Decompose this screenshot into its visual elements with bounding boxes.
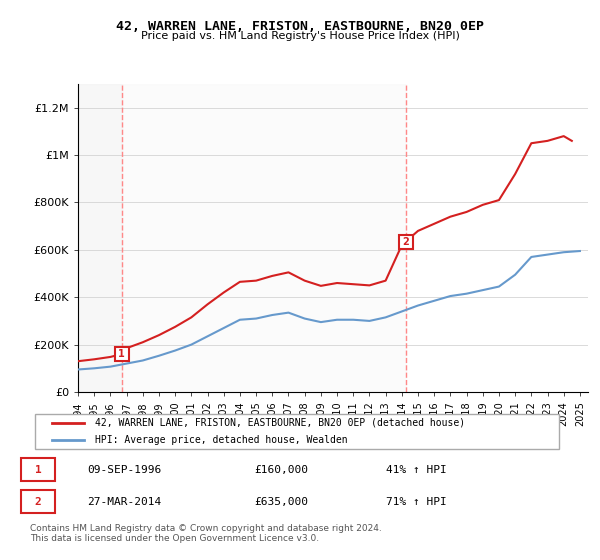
Text: 2: 2 [35,497,41,507]
Text: 41% ↑ HPI: 41% ↑ HPI [386,465,447,475]
Text: 27-MAR-2014: 27-MAR-2014 [87,497,161,507]
Text: 2: 2 [403,236,409,246]
Text: 42, WARREN LANE, FRISTON, EASTBOURNE, BN20 0EP: 42, WARREN LANE, FRISTON, EASTBOURNE, BN… [116,20,484,32]
Text: Contains HM Land Registry data © Crown copyright and database right 2024.
This d: Contains HM Land Registry data © Crown c… [30,524,382,543]
FancyBboxPatch shape [20,491,55,514]
Text: 71% ↑ HPI: 71% ↑ HPI [386,497,447,507]
Text: 1: 1 [118,349,125,359]
Text: 42, WARREN LANE, FRISTON, EASTBOURNE, BN20 0EP (detached house): 42, WARREN LANE, FRISTON, EASTBOURNE, BN… [95,418,465,428]
Text: £160,000: £160,000 [254,465,308,475]
Text: 09-SEP-1996: 09-SEP-1996 [87,465,161,475]
Text: 1: 1 [35,465,41,475]
Bar [122,84,406,392]
FancyBboxPatch shape [20,458,55,481]
Text: £635,000: £635,000 [254,497,308,507]
FancyBboxPatch shape [35,414,559,449]
Text: HPI: Average price, detached house, Wealden: HPI: Average price, detached house, Weal… [95,435,347,445]
Text: Price paid vs. HM Land Registry's House Price Index (HPI): Price paid vs. HM Land Registry's House … [140,31,460,41]
Bar [78,84,122,392]
